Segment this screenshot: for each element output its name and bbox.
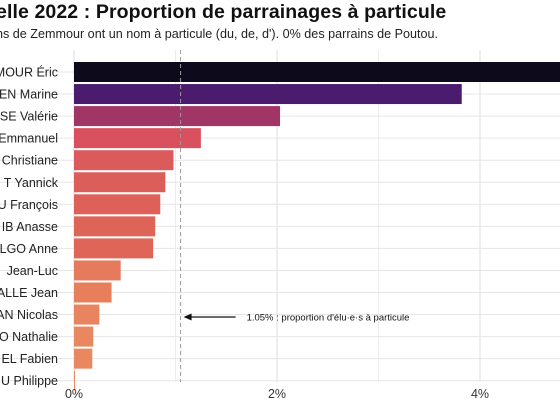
category-label: EL Fabien xyxy=(1,352,58,366)
x-axis: 0% 2% 4% xyxy=(65,387,489,401)
category-label: U Philippe xyxy=(1,374,58,388)
bar xyxy=(74,326,94,347)
category-label: SE Valérie xyxy=(0,110,58,124)
category-labels: MOUR Éric EN Marine SE Valérie Emmanuel Chri… xyxy=(0,65,59,389)
category-label: U François xyxy=(0,198,58,212)
bar xyxy=(74,304,100,325)
x-tick-label: 0% xyxy=(65,387,83,401)
bar xyxy=(74,260,121,281)
bar xyxy=(74,194,161,215)
category-label: ALLE Jean xyxy=(0,286,58,300)
bar xyxy=(74,282,112,303)
bar xyxy=(74,238,154,259)
chart-subtitle: ns de Zemmour ont un nom à particule (du… xyxy=(0,27,439,41)
bar xyxy=(74,84,462,105)
category-label: Christiane xyxy=(2,154,58,168)
bar xyxy=(74,150,174,171)
category-label: O Nathalie xyxy=(0,330,58,344)
bar xyxy=(74,106,281,127)
bars xyxy=(74,62,560,391)
category-label: T Yannick xyxy=(4,176,59,190)
category-label: Emmanuel xyxy=(0,132,58,146)
category-label: LGO Anne xyxy=(0,242,58,256)
bar xyxy=(74,172,166,193)
bar xyxy=(74,348,93,369)
category-label: Jean-Luc xyxy=(7,264,58,278)
category-label: EN Marine xyxy=(0,88,58,102)
category-label: IB Anasse xyxy=(2,220,58,234)
category-label: AN Nicolas xyxy=(0,308,58,322)
category-label: MOUR Éric xyxy=(0,65,58,80)
bar xyxy=(74,128,201,149)
arrow-head-icon xyxy=(183,313,192,321)
reference-label: 1.05% : proportion d'élu·e·s à particule xyxy=(247,313,410,324)
x-tick-label: 4% xyxy=(471,387,489,401)
bar xyxy=(74,370,76,391)
chart-title: elle 2022 : Proportion de parrainages à … xyxy=(0,1,447,23)
bar xyxy=(74,62,560,82)
x-tick-label: 2% xyxy=(268,387,286,401)
reference-annotation: 1.05% : proportion d'élu·e·s à particule xyxy=(180,50,410,382)
bar xyxy=(74,216,156,237)
